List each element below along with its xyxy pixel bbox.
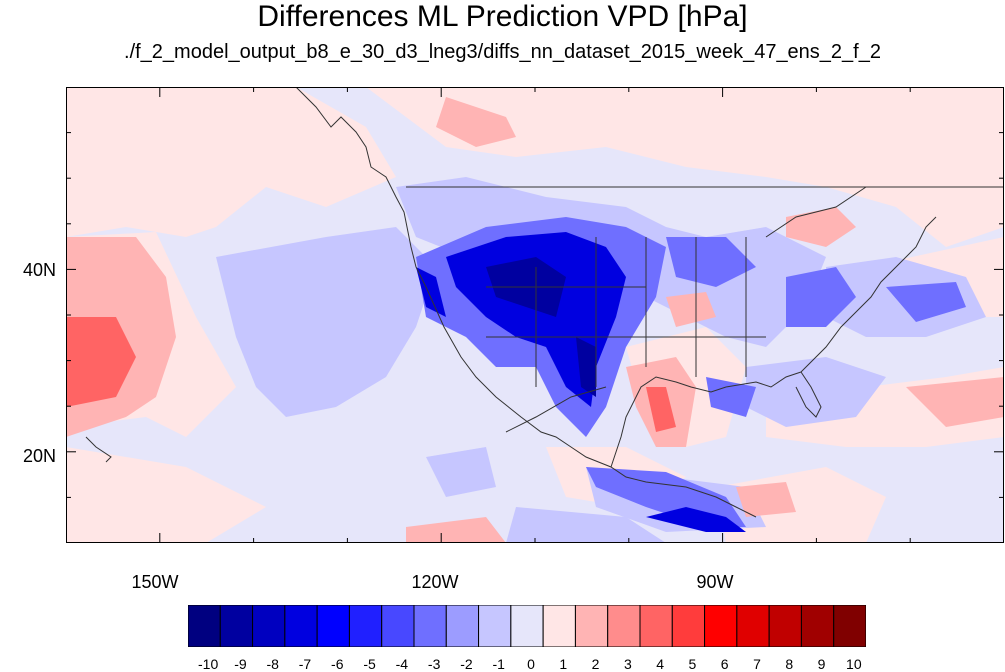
colorbar-swatch — [607, 604, 641, 648]
lon-label-120w: 120W — [411, 572, 459, 592]
lon-label-90w: 90W — [696, 572, 734, 592]
colorbar-swatch — [445, 604, 480, 648]
colorbar-swatch — [187, 604, 221, 648]
colorbar-swatch — [736, 604, 770, 648]
lat-label-40n: 40N — [22, 260, 56, 280]
colorbar-swatch — [704, 604, 738, 648]
coastlines — [85, 87, 1004, 518]
colorbar-label: 4 — [656, 656, 665, 672]
colorbar-swatch — [671, 604, 706, 648]
colorbar-label: -3 — [427, 656, 441, 672]
colorbar-label: 1 — [559, 656, 568, 672]
colorbar — [187, 604, 867, 648]
colorbar-label: -10 — [198, 656, 219, 672]
colorbar-label: -8 — [266, 656, 279, 672]
colorbar-label: -6 — [331, 656, 344, 672]
colorbar-swatch — [574, 604, 609, 648]
colorbar-swatch — [542, 604, 576, 648]
colorbar-label: 8 — [785, 656, 794, 672]
colorbar-label: 9 — [817, 656, 826, 672]
colorbar-swatch — [284, 604, 318, 648]
colorbar-swatch — [348, 604, 383, 648]
colorbar-label: 10 — [846, 656, 862, 672]
colorbar-label: -2 — [460, 656, 473, 672]
lon-label-150w: 150W — [131, 572, 179, 592]
colorbar-swatch — [316, 604, 350, 648]
colorbar-label: 5 — [688, 656, 697, 672]
colorbar-label: -7 — [298, 656, 312, 672]
colorbar-label: -5 — [363, 656, 376, 672]
lat-label-20n: 20N — [22, 446, 56, 466]
colorbar-label: 0 — [527, 656, 535, 672]
map-svg — [66, 87, 1004, 543]
colorbar-label: 6 — [720, 656, 729, 672]
colorbar-svg — [187, 604, 867, 648]
colorbar-label: 2 — [591, 656, 600, 672]
colorbar-swatch — [219, 604, 254, 648]
colorbar-label: -4 — [395, 656, 409, 672]
plot-title: Differences ML Prediction VPD [hPa] — [257, 0, 748, 33]
colorbar-swatch — [413, 604, 447, 648]
colorbar-swatch — [252, 604, 286, 648]
colorbar-swatch — [639, 604, 673, 648]
plot-subtitle: ./f_2_model_output_b8_e_30_d3_lneg3/diff… — [124, 41, 881, 63]
colorbar-label: 3 — [623, 656, 632, 672]
colorbar-label: 7 — [753, 656, 761, 672]
colorbar-swatch — [381, 604, 415, 648]
colorbar-swatch — [833, 604, 867, 648]
anomaly-red-4 — [66, 317, 676, 432]
colorbar-label: -1 — [492, 656, 505, 672]
colorbar-swatch — [478, 604, 512, 648]
colorbar-swatch — [768, 604, 802, 648]
colorbar-swatch — [510, 604, 544, 648]
colorbar-label: -9 — [234, 656, 247, 672]
colorbar-swatch — [800, 604, 835, 648]
map-panel — [66, 87, 1004, 543]
